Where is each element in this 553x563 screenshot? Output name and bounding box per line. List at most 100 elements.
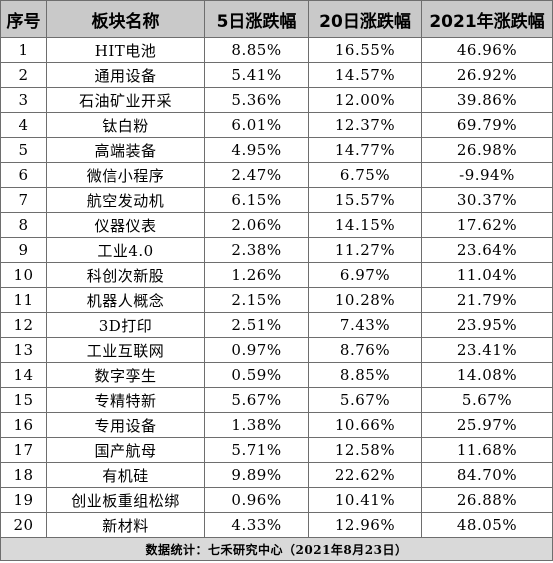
- cell-2021-change: 26.98%: [421, 137, 553, 163]
- cell-20day-change: 8.85%: [308, 362, 422, 388]
- cell-2021-change: 23.64%: [421, 237, 553, 263]
- cell-2021-change: 11.68%: [421, 437, 553, 463]
- cell-20day-change: 16.55%: [308, 37, 422, 63]
- cell-5day-change: 4.95%: [204, 137, 309, 163]
- cell-5day-change: 0.96%: [204, 487, 309, 513]
- cell-2021-change: 26.88%: [421, 487, 553, 513]
- table-row: 18 有机硅 9.89% 22.62% 84.70%: [0, 462, 553, 488]
- cell-2021-change: 5.67%: [421, 387, 553, 413]
- table-row: 19 创业板重组松绑 0.96% 10.41% 26.88%: [0, 487, 553, 513]
- cell-5day-change: 2.38%: [204, 237, 309, 263]
- cell-sector-name: 数字孪生: [46, 362, 205, 388]
- table-body: 1 HIT电池 8.85% 16.55% 46.96% 2 通用设备 5.41% 14.57% 2…: [0, 37, 553, 538]
- cell-index: 9: [0, 237, 47, 263]
- cell-20day-change: 5.67%: [308, 387, 422, 413]
- table-row: 11 机器人概念 2.15% 10.28% 21.79%: [0, 287, 553, 313]
- cell-5day-change: 1.38%: [204, 412, 309, 438]
- cell-sector-name: 工业互联网: [46, 337, 205, 363]
- cell-5day-change: 5.41%: [204, 62, 309, 88]
- cell-5day-change: 0.59%: [204, 362, 309, 388]
- cell-sector-name: 专用设备: [46, 412, 205, 438]
- table-row: 16 专用设备 1.38% 10.66% 25.97%: [0, 412, 553, 438]
- cell-20day-change: 12.37%: [308, 112, 422, 138]
- cell-2021-change: 23.95%: [421, 312, 553, 338]
- table-row: 6 微信小程序 2.47% 6.75% -9.94%: [0, 162, 553, 188]
- cell-index: 12: [0, 312, 47, 338]
- table-row: 3 石油矿业开采 5.36% 12.00% 39.86%: [0, 87, 553, 113]
- cell-index: 11: [0, 287, 47, 313]
- cell-5day-change: 4.33%: [204, 512, 309, 538]
- data-source-note: 数据统计：七禾研究中心（2021年8月23日）: [0, 537, 553, 561]
- footer-row: 数据统计：七禾研究中心（2021年8月23日）: [0, 537, 553, 561]
- header-20day-change: 20日涨跌幅: [308, 0, 422, 38]
- cell-sector-name: 工业4.0: [46, 237, 205, 263]
- cell-20day-change: 10.28%: [308, 287, 422, 313]
- cell-index: 15: [0, 387, 47, 413]
- table-row: 7 航空发动机 6.15% 15.57% 30.37%: [0, 187, 553, 213]
- cell-index: 8: [0, 212, 47, 238]
- cell-index: 13: [0, 337, 47, 363]
- cell-index: 10: [0, 262, 47, 288]
- cell-2021-change: 21.79%: [421, 287, 553, 313]
- table-row: 8 仪器仪表 2.06% 14.15% 17.62%: [0, 212, 553, 238]
- cell-sector-name: 航空发动机: [46, 187, 205, 213]
- cell-index: 20: [0, 512, 47, 538]
- table-row: 2 通用设备 5.41% 14.57% 26.92%: [0, 62, 553, 88]
- table-row: 5 高端装备 4.95% 14.77% 26.98%: [0, 137, 553, 163]
- header-row: 序号 板块名称 5日涨跌幅 20日涨跌幅 2021年涨跌幅: [0, 0, 553, 38]
- table-row: 9 工业4.0 2.38% 11.27% 23.64%: [0, 237, 553, 263]
- cell-index: 16: [0, 412, 47, 438]
- table-row: 15 专精特新 5.67% 5.67% 5.67%: [0, 387, 553, 413]
- cell-20day-change: 22.62%: [308, 462, 422, 488]
- cell-index: 1: [0, 37, 47, 63]
- cell-5day-change: 0.97%: [204, 337, 309, 363]
- cell-index: 19: [0, 487, 47, 513]
- cell-20day-change: 15.57%: [308, 187, 422, 213]
- cell-5day-change: 1.26%: [204, 262, 309, 288]
- cell-5day-change: 5.36%: [204, 87, 309, 113]
- cell-20day-change: 14.15%: [308, 212, 422, 238]
- cell-20day-change: 6.75%: [308, 162, 422, 188]
- cell-20day-change: 12.00%: [308, 87, 422, 113]
- cell-20day-change: 8.76%: [308, 337, 422, 363]
- cell-20day-change: 10.41%: [308, 487, 422, 513]
- cell-2021-change: 25.97%: [421, 412, 553, 438]
- cell-2021-change: 39.86%: [421, 87, 553, 113]
- cell-2021-change: 11.04%: [421, 262, 553, 288]
- table-row: 1 HIT电池 8.85% 16.55% 46.96%: [0, 37, 553, 63]
- cell-5day-change: 2.06%: [204, 212, 309, 238]
- table-row: 14 数字孪生 0.59% 8.85% 14.08%: [0, 362, 553, 388]
- cell-index: 5: [0, 137, 47, 163]
- cell-2021-change: 84.70%: [421, 462, 553, 488]
- cell-20day-change: 11.27%: [308, 237, 422, 263]
- cell-index: 18: [0, 462, 47, 488]
- cell-2021-change: 48.05%: [421, 512, 553, 538]
- cell-sector-name: 钛白粉: [46, 112, 205, 138]
- cell-20day-change: 12.96%: [308, 512, 422, 538]
- table-row: 12 3D打印 2.51% 7.43% 23.95%: [0, 312, 553, 338]
- table-row: 10 科创次新股 1.26% 6.97% 11.04%: [0, 262, 553, 288]
- cell-index: 3: [0, 87, 47, 113]
- cell-sector-name: 3D打印: [46, 312, 205, 338]
- cell-sector-name: 微信小程序: [46, 162, 205, 188]
- cell-sector-name: 新材料: [46, 512, 205, 538]
- cell-index: 4: [0, 112, 47, 138]
- cell-20day-change: 6.97%: [308, 262, 422, 288]
- cell-5day-change: 6.01%: [204, 112, 309, 138]
- cell-sector-name: 专精特新: [46, 387, 205, 413]
- cell-20day-change: 14.77%: [308, 137, 422, 163]
- cell-sector-name: 石油矿业开采: [46, 87, 205, 113]
- header-5day-change: 5日涨跌幅: [204, 0, 309, 38]
- header-sector-name: 板块名称: [46, 0, 205, 38]
- cell-2021-change: 30.37%: [421, 187, 553, 213]
- cell-20day-change: 14.57%: [308, 62, 422, 88]
- cell-20day-change: 10.66%: [308, 412, 422, 438]
- cell-index: 6: [0, 162, 47, 188]
- cell-2021-change: 69.79%: [421, 112, 553, 138]
- cell-sector-name: 创业板重组松绑: [46, 487, 205, 513]
- cell-index: 17: [0, 437, 47, 463]
- cell-sector-name: 科创次新股: [46, 262, 205, 288]
- cell-index: 2: [0, 62, 47, 88]
